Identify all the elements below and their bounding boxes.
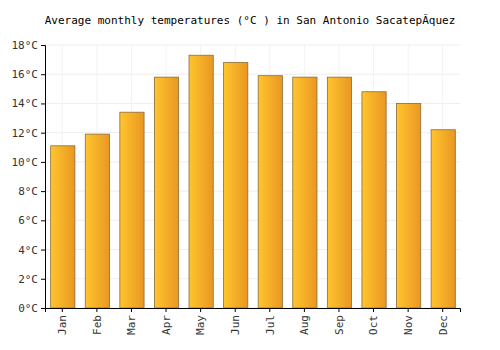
tick-label: Sep [333,315,346,335]
y-axis: 0°C 2°C 4°C 6°C 8°C 10°C 12°C 14°C 16°C 18°C [12,39,46,315]
tick: Aug [298,308,311,335]
tick: Mar [125,308,138,335]
tick: 12°C [12,127,46,140]
tick: 0°C [18,302,45,315]
tick: Apr [160,308,173,335]
tick-label: 2°C [18,273,38,286]
tick-label: 12°C [12,127,39,140]
tick: May [194,308,207,335]
tick-mark [41,74,45,75]
axis-line [41,46,46,309]
tick-label: 0°C [18,302,38,315]
bar [397,103,421,308]
tick: Nov [402,308,415,335]
bar [224,63,248,308]
tick-label: Mar [125,315,138,335]
tick: Jun [229,308,242,335]
bar [85,134,109,308]
tick-mark [41,250,45,251]
tick-label: Jun [229,315,242,335]
tick-label: May [194,315,207,335]
tick-mark [269,308,270,312]
bar [189,55,213,308]
tick-label: Jan [56,315,69,335]
bar [120,112,144,308]
grid-line [45,45,460,46]
tick: 10°C [12,156,46,169]
tick-mark [41,133,45,134]
tick-label: Oct [367,315,380,335]
tick-label: 10°C [12,156,39,169]
tick-mark [373,308,374,312]
bar [258,76,282,308]
tick-mark [41,45,45,46]
tick-mark [96,308,97,312]
tick-label: 14°C [12,97,39,110]
tick-label: Nov [402,315,415,335]
tick: 2°C [18,273,45,286]
tick: 18°C [12,39,46,52]
bars [51,55,456,308]
tick-mark [338,308,339,312]
tick-mark [41,191,45,192]
tick: Feb [91,308,104,335]
tick-mark [62,308,63,312]
tick-label: Apr [160,315,173,335]
tick-label: Feb [91,315,104,335]
tick-mark [131,308,132,312]
plot: 0°C 2°C 4°C 6°C 8°C 10°C 12°C 14°C 16°C 18°C Jan Fe… [12,39,461,335]
tick: Oct [367,308,380,335]
title: Average monthly temperatures (°C ) in Sa… [45,14,456,27]
grid [45,45,460,308]
tick: 14°C [12,97,46,110]
axis-line [46,309,461,313]
tick: Jan [56,308,69,335]
tick: 6°C [18,214,45,227]
tick-label: Aug [298,315,311,335]
tick-mark [41,162,45,163]
tick-mark [41,103,45,104]
bar [293,77,317,308]
tick-mark [304,308,305,312]
grid-line [45,74,460,75]
tick-mark [41,220,45,221]
tick-mark [41,308,45,309]
tick: 8°C [18,185,45,198]
tick-mark [235,308,236,312]
tick-label: 6°C [18,214,38,227]
tick: 16°C [12,68,46,81]
tick-mark [166,308,167,312]
tick-label: Dec [437,315,450,335]
tick: Sep [333,308,346,335]
tick-label: Jul [264,315,277,335]
bar [327,77,351,308]
tick-mark [200,308,201,312]
x-axis: Jan Feb Mar Apr May Jun Jul Aug Sep Oct Nov Dec [46,308,461,335]
tick-mark [442,308,443,312]
tick: Dec [437,308,450,335]
tick-label: 16°C [12,68,39,81]
bar [154,77,178,308]
bar [51,146,75,308]
tick-mark [408,308,409,312]
bar [362,92,386,308]
tick-mark [41,279,45,280]
tick-label: 18°C [12,39,39,52]
chart: 0°C 2°C 4°C 6°C 8°C 10°C 12°C 14°C 16°C 18°C Jan Fe… [0,0,500,350]
bar [431,130,455,308]
tick: 4°C [18,244,45,257]
tick-label: 4°C [18,244,38,257]
tick-label: 8°C [18,185,38,198]
tick: Jul [264,308,277,335]
